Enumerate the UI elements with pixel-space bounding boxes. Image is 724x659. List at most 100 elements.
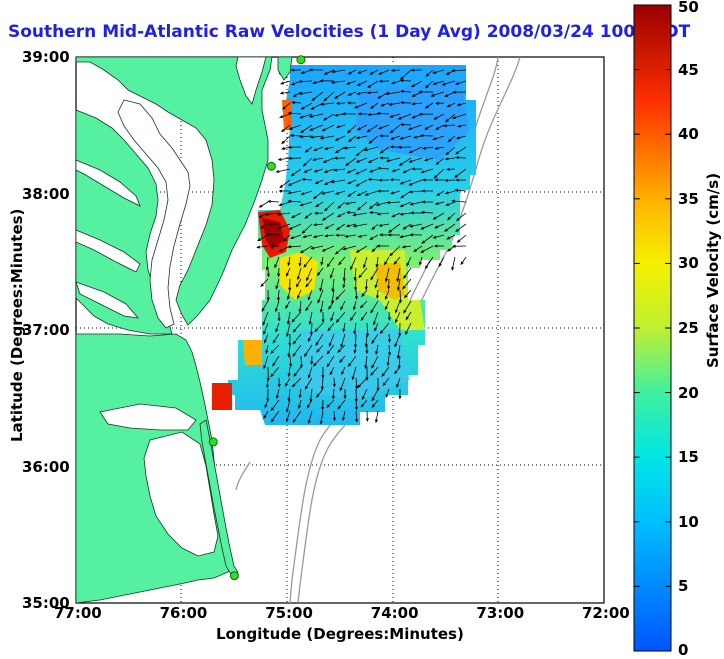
velocity-arrow — [268, 222, 280, 226]
velocity-arrow — [270, 344, 280, 354]
velocity-arrow — [432, 135, 445, 141]
velocity-arrow — [288, 124, 302, 130]
velocity-arrow — [375, 256, 379, 269]
velocity-arrow — [292, 410, 302, 424]
velocity-arrow — [457, 124, 467, 128]
velocity-arrow — [353, 102, 368, 109]
velocity-arrow — [350, 256, 357, 271]
x-tick-label: 74:00 — [370, 604, 419, 622]
velocity-arrow — [289, 234, 302, 240]
velocity-arrow — [264, 333, 269, 344]
velocity-arrow — [419, 256, 423, 266]
velocity-arrow — [432, 69, 445, 74]
velocity-arrow — [443, 223, 456, 232]
velocity-arrow — [286, 311, 291, 325]
velocity-arrow — [313, 168, 324, 173]
velocity-arrow — [260, 278, 269, 288]
velocity-arrow — [302, 234, 313, 239]
velocity-arrow — [408, 146, 423, 154]
velocity-arrow — [371, 223, 379, 231]
velocity-arrow — [264, 399, 269, 409]
velocity-arrow — [445, 146, 456, 156]
radar-stations — [208, 55, 306, 581]
velocity-arrow — [299, 245, 313, 254]
velocity-arrow — [334, 146, 346, 154]
velocity-arrow — [332, 410, 336, 422]
velocity-arrow — [420, 223, 434, 230]
velocity-arrow — [445, 167, 456, 171]
velocity-arrow — [335, 289, 346, 301]
velocity-arrow — [364, 355, 368, 370]
velocity-arrow — [335, 311, 346, 323]
velocity-arrow — [347, 190, 357, 197]
velocity-arrow — [404, 322, 412, 336]
velocity-arrow — [396, 267, 401, 283]
velocity-arrow — [339, 377, 346, 392]
velocity-arrow — [408, 190, 423, 194]
velocity-arrow — [287, 190, 302, 195]
velocity-arrow — [335, 223, 346, 231]
velocity-arrow — [446, 212, 456, 221]
velocity-arrow — [433, 113, 445, 120]
velocity-arrow — [411, 167, 423, 171]
velocity-arrow — [389, 145, 401, 149]
velocity-arrow — [339, 355, 346, 364]
velocity-arrow — [375, 344, 379, 356]
velocity-arrow — [405, 311, 412, 321]
velocity-arrow — [326, 399, 335, 408]
velocity-arrow — [276, 212, 291, 216]
velocity-arrow — [389, 124, 401, 134]
velocity-arrow — [419, 134, 434, 138]
velocity-arrow — [432, 234, 445, 239]
velocity-arrow — [378, 178, 390, 182]
velocity-arrow — [418, 112, 434, 116]
velocity-arrow — [357, 69, 368, 74]
colorbar-tick-label: 45 — [678, 60, 699, 79]
velocity-arrow — [312, 355, 324, 367]
velocity-arrow — [376, 377, 380, 392]
velocity-arrow — [375, 289, 380, 300]
velocity-arrow — [287, 388, 291, 402]
velocity-arrow — [377, 166, 390, 170]
velocity-arrow — [355, 377, 359, 390]
velocity-arrow — [335, 124, 346, 129]
velocity-arrow — [378, 223, 390, 227]
velocity-arrow — [406, 256, 412, 267]
velocity-arrow — [455, 212, 467, 222]
velocity-arrow — [334, 190, 346, 195]
velocity-arrow — [321, 311, 325, 324]
velocity-arrow — [376, 111, 390, 115]
velocity-arrow — [355, 135, 368, 140]
velocity-arrow — [424, 102, 434, 109]
velocity-arrow — [279, 113, 291, 119]
velocity-arrow — [288, 223, 302, 230]
velocity-arrow — [265, 377, 270, 389]
velocity-arrow — [319, 410, 324, 425]
radar-station-marker — [296, 55, 306, 65]
velocity-arrow — [368, 168, 379, 173]
velocity-arrow — [433, 168, 445, 179]
velocity-arrow — [309, 124, 324, 131]
velocity-arrow — [319, 79, 335, 83]
velocity-arrow — [354, 278, 358, 292]
velocity-arrow — [307, 366, 313, 379]
velocity-arrow — [320, 102, 335, 106]
velocity-arrow — [336, 212, 346, 218]
colorbar-tick-label: 25 — [678, 319, 699, 337]
velocity-arrow — [321, 212, 335, 221]
velocity-arrow — [444, 178, 456, 182]
velocity-arrow — [418, 90, 434, 94]
velocity-arrow — [366, 124, 379, 133]
velocity-arrow — [378, 69, 390, 75]
velocity-arrow — [275, 168, 291, 173]
velocity-arrow — [354, 399, 358, 411]
velocity-arrow — [379, 146, 390, 154]
velocity-arrow — [398, 157, 412, 166]
colorbar-tick-label: 30 — [678, 254, 699, 273]
velocity-arrow — [308, 311, 313, 326]
velocity-arrow — [402, 223, 412, 230]
velocity-arrow — [305, 278, 313, 288]
velocity-arrow — [320, 256, 324, 266]
velocity-arrow — [321, 124, 335, 132]
velocity-arrow — [287, 256, 291, 267]
